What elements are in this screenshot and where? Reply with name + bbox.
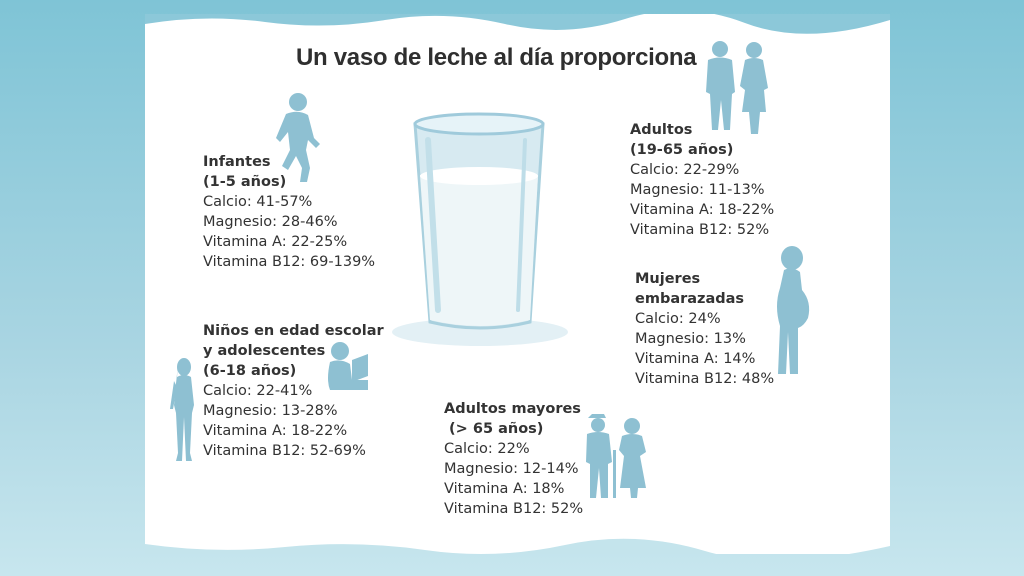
nutrient-row: Calcio: 22-29% [630, 162, 740, 178]
nutrient-row: Vitamina A: 22-25% [203, 234, 348, 250]
girl-standing-icon [170, 358, 194, 461]
child-reading-icon [328, 342, 368, 390]
nutrient-row: Magnesio: 11-13% [630, 182, 765, 198]
milk-glass-icon [392, 112, 568, 346]
nutrient-row: Vitamina B12: 48% [635, 371, 775, 387]
nutrient-row: Calcio: 41-57% [203, 194, 313, 210]
group-age-range: (19-65 años) [630, 142, 734, 158]
group-heading: Adultos [630, 122, 693, 138]
group-age-range: (6-18 años) [203, 363, 297, 379]
group-heading: Adultos mayores [444, 401, 581, 417]
page-title: Un vaso de leche al día proporciona [296, 44, 697, 71]
nutrient-row: Vitamina A: 14% [635, 351, 756, 367]
nutrient-row: Vitamina A: 18% [444, 481, 565, 497]
nutrient-row: Vitamina B12: 52% [444, 501, 584, 517]
nutrient-row: Magnesio: 13% [635, 331, 746, 347]
elderly-couple-icon [586, 414, 646, 498]
nutrient-row: Vitamina A: 18-22% [630, 202, 775, 218]
nutrient-row: Calcio: 24% [635, 311, 721, 327]
group-age-range: (1-5 años) [203, 174, 287, 190]
group-heading: Mujeres [635, 271, 701, 287]
group-infantes: Infantes (1-5 años) Calcio: 41-57% Magne… [203, 152, 375, 272]
group-heading-line2: y adolescentes [203, 343, 326, 359]
nutrient-row: Vitamina A: 18-22% [203, 423, 348, 439]
group-heading-line2: embarazadas [635, 291, 745, 307]
child-running-icon [276, 93, 320, 182]
group-embarazadas: Mujeres embarazadas Calcio: 24% Magnesio… [635, 269, 774, 389]
nutrient-row: Calcio: 22-41% [203, 383, 313, 399]
group-age-range: (> 65 años) [444, 421, 544, 437]
nutrient-row: Magnesio: 13-28% [203, 403, 338, 419]
group-escolares: Niños en edad escolar y adolescentes (6-… [203, 321, 384, 461]
group-heading: Niños en edad escolar [203, 323, 384, 339]
group-heading: Infantes [203, 154, 271, 170]
nutrient-row: Magnesio: 12-14% [444, 461, 579, 477]
nutrient-row: Calcio: 22% [444, 441, 530, 457]
group-adultos: Adultos (19-65 años) Calcio: 22-29% Magn… [630, 120, 774, 240]
nutrient-row: Vitamina B12: 52% [630, 222, 770, 238]
pregnant-woman-icon [777, 246, 810, 374]
nutrient-row: Magnesio: 28-46% [203, 214, 338, 230]
torn-paper-edges [145, 14, 890, 554]
nutrient-row: Vitamina B12: 52-69% [203, 443, 366, 459]
group-mayores: Adultos mayores (> 65 años) Calcio: 22% … [444, 399, 583, 519]
nutrient-row: Vitamina B12: 69-139% [203, 254, 376, 270]
couple-walking-icon [706, 41, 768, 134]
